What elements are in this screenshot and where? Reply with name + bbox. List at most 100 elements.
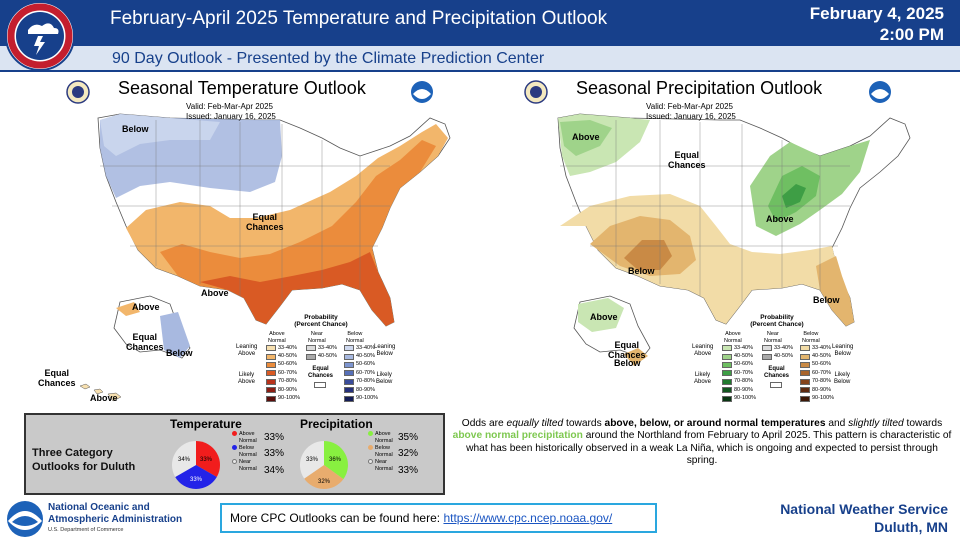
cpc-text-line: More CPC Outlooks can be found here: htt… [230, 511, 612, 525]
legend-row-above: 50-60% [266, 361, 300, 369]
precip-label-below-se: Below [813, 295, 840, 305]
legend-row-below: 50-60% [800, 361, 834, 369]
legend-swatch [722, 378, 732, 385]
legend-row-above: 60-70% [266, 369, 300, 377]
legend-swatch [762, 345, 772, 352]
legend-equal-swatch [770, 382, 782, 388]
temperature-pie-legend: Above Normal Below Normal Near Normal [232, 431, 257, 473]
pie-slice-below [175, 465, 217, 490]
legend-row-above: 60-70% [722, 369, 756, 377]
precip-above-pct: 35% [398, 432, 419, 443]
legend-row-below: 80-90% [344, 386, 378, 394]
legend-swatch [722, 345, 732, 352]
legend-range-label: 33-40% [356, 344, 375, 351]
legend-likely-below: Likely Below [834, 372, 851, 385]
legend-swatch [266, 378, 276, 385]
summary-temperature-phrase: above, below, or around normal temperatu… [604, 418, 826, 429]
legend-row-below: 40-50% [344, 352, 378, 360]
precip-label-below-ak: Below [614, 358, 641, 368]
legend-range-label: 90-100% [278, 395, 301, 402]
precipitation-valid: Valid: Feb-Mar-Apr 2025 [646, 102, 733, 111]
subtitle-bar: 90 Day Outlook - Presented by the Climat… [0, 46, 960, 72]
pie-label-above: 33% [200, 457, 213, 463]
cpc-prompt: More CPC Outlooks can be found here: [230, 511, 444, 525]
legend-range-label: 90-100% [812, 395, 835, 402]
header-date: February 4, 2025 [809, 4, 944, 23]
legend-equal-chances: Equal Chances [764, 366, 790, 379]
pie-slice-near [299, 441, 324, 479]
nws-office-footer: National Weather Service Duluth, MN [780, 500, 948, 536]
legend-near-label: Near Normal [375, 459, 393, 472]
legend-near-label: Near Normal [239, 459, 257, 472]
precipitation-pie-legend: Above Normal Below Normal Near Normal [368, 431, 393, 473]
pie-slice-near [171, 441, 196, 477]
legend-leaning-below: Leaning Below [374, 344, 396, 357]
temp-label-equal-ak: Equal Chances [126, 332, 164, 352]
legend-row-below: 50-60% [344, 361, 378, 369]
nws-logo-icon [5, 1, 75, 71]
nws-office: Duluth, MN [874, 519, 948, 535]
precipitation-pie-heading: Precipitation [300, 417, 373, 431]
precipitation-map-graphic [557, 113, 911, 366]
duluth-box-label: Three Category Outlooks for Duluth [32, 447, 136, 473]
legend-dot-near [232, 459, 237, 464]
precip-below-pct: 32% [398, 448, 419, 459]
legend-likely-above: Likely Above [238, 372, 256, 385]
noaa-seal-icon [869, 81, 891, 103]
legend-col-below: Below Normal [346, 331, 364, 344]
legend-swatch [344, 387, 354, 394]
temperature-valid-dates: Valid: Feb-Mar-Apr 2025 Issued: January … [186, 102, 276, 122]
legend-range-label: 70-80% [812, 378, 831, 385]
summary-part-3: towards [563, 418, 605, 429]
precip-label-equal-chances: Equal Chances [668, 150, 706, 170]
legend-below-label: Below Normal [375, 445, 393, 458]
cpc-link-box: More CPC Outlooks can be found here: htt… [220, 503, 657, 533]
legend-range-label: 33-40% [812, 344, 831, 351]
summary-part-7: towards [903, 418, 943, 429]
legend-swatch [306, 345, 316, 352]
page-title: February-April 2025 Temperature and Prec… [110, 8, 608, 29]
legend-range-label: 80-90% [734, 386, 753, 393]
header-datetime: February 4, 2025 2:00 PM [810, 3, 944, 45]
legend-likely-above: Likely Above [694, 372, 712, 385]
legend-col-below: Below Normal [802, 331, 820, 344]
pie-label-below: 32% [318, 479, 331, 485]
legend-range-label: 90-100% [356, 395, 379, 402]
temp-label-below-ak: Below [166, 348, 193, 358]
legend-row-below: 33-40% [800, 344, 834, 352]
cpc-outlooks-link[interactable]: https://www.cpc.ncep.noaa.gov/ [443, 511, 613, 525]
legend-swatch [722, 353, 732, 360]
legend-swatch [722, 395, 732, 402]
legend-swatch [266, 370, 276, 377]
legend-row-below: 33-40% [344, 344, 378, 352]
precipitation-issued: Issued: January 16, 2025 [646, 112, 736, 121]
summary-precip-phrase: above normal precipitation [452, 430, 583, 442]
legend-range-label: 50-60% [356, 361, 375, 368]
legend-above-column: 33-40% 40-50% 50-60% 60-70% 70-80% 80-90% 90-1… [266, 344, 300, 403]
precip-label-below-sw: Below [628, 266, 655, 276]
noaa-seal-icon [411, 81, 433, 103]
legend-below-column: 33-40% 40-50% 50-60% 60-70% 70-80% 80-90% 90-1… [344, 344, 378, 403]
legend-dot-near [368, 459, 373, 464]
legend-row-above: 70-80% [266, 378, 300, 386]
legend-row-below: 70-80% [800, 378, 834, 386]
precipitation-pie-chart: 36% 32% 33% [299, 441, 348, 490]
precip-label-above-ak: Above [590, 312, 618, 322]
temperature-issued: Issued: January 16, 2025 [186, 112, 276, 121]
legend-range-label: 80-90% [278, 386, 297, 393]
legend-range-label: 60-70% [812, 369, 831, 376]
legend-swatch [722, 370, 732, 377]
legend-row-above: 40-50% [722, 352, 756, 360]
legend-range-label: 40-50% [774, 353, 793, 360]
legend-row-near: 40-50% [306, 352, 337, 360]
temp-label-above-hi: Above [90, 393, 118, 403]
legend-swatch [266, 345, 276, 352]
legend-row-near: 33-40% [306, 344, 337, 352]
legend-row-above: 80-90% [266, 386, 300, 394]
legend-swatch [344, 370, 354, 377]
legend-range-label: 80-90% [812, 386, 831, 393]
legend-row-near: 40-50% [762, 352, 793, 360]
legend-row-below: 70-80% [344, 378, 378, 386]
legend-near-column: 33-40% 40-50% [762, 344, 793, 361]
summary-equally-tilted: equally tilted [506, 418, 564, 429]
